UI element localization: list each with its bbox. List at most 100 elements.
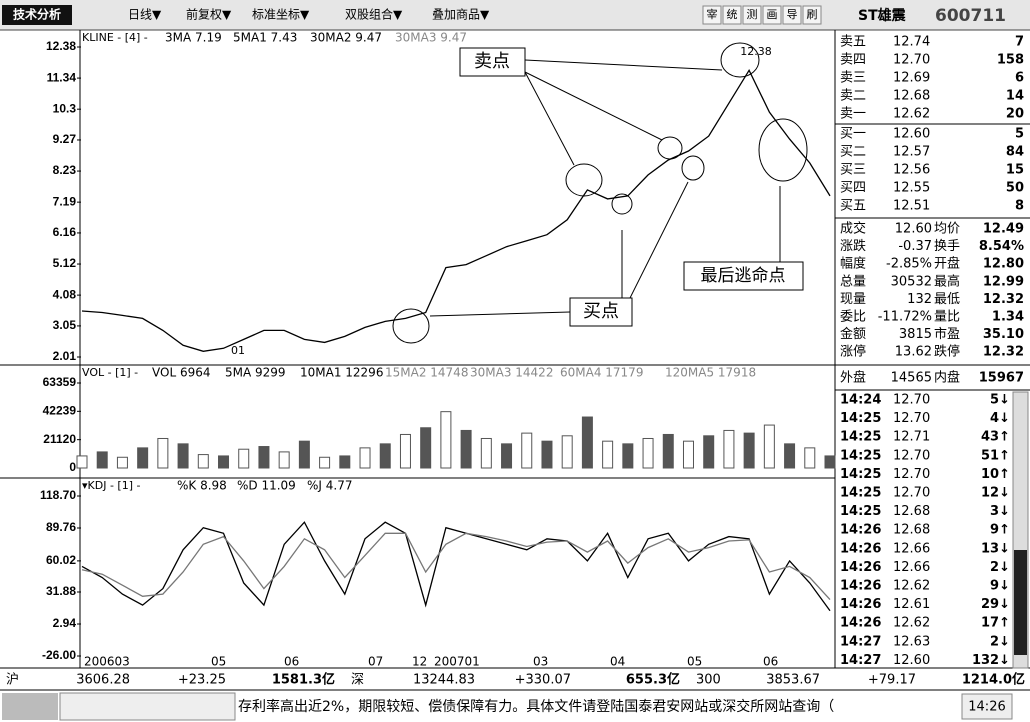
y-tick-label: 6.16 [53,225,77,239]
quote-cell: 14:26 [840,541,881,556]
x-tick-label: 05 [687,655,702,669]
quote-cell: +23.25 [178,673,226,688]
quote-cell: 14:25 [840,467,881,482]
y-tick-label: 0 [69,460,76,474]
quote-cell: 8 [1015,199,1024,214]
quote-cell: 10↑ [981,467,1010,482]
quote-cell: 12.70 [893,53,930,68]
volume-bar [763,424,775,469]
quote-cell: 14:25 [840,430,881,445]
quote-cell: 12.62 [893,616,930,631]
quote-cell: 12.71 [893,430,930,445]
quote-cell: 12.80 [983,257,1024,272]
quote-cell: 买一 [840,127,866,142]
quote-cell: 12.66 [893,560,930,575]
volume-bar [96,451,108,469]
y-tick-label: 10.3 [53,101,77,115]
tool-label[interactable]: 宰 [707,7,718,21]
panel-header: KLINE - [4] - [82,31,148,44]
quote-cell: 14:26 [840,579,881,594]
quote-cell: 跌停 [934,344,960,360]
quote-cell: 12.74 [893,35,930,50]
tool-label[interactable]: 导 [787,8,798,21]
volume-bar [662,433,674,469]
quote-cell: 132↓ [972,653,1010,668]
quote-cell: 12.62 [893,579,930,594]
volume-bar [339,455,351,469]
x-tick-label: 04 [610,655,625,669]
x-tick-label: 06 [763,655,778,669]
quote-cell: 12.70 [893,411,930,426]
menu[interactable]: 前复权▼ [186,7,232,22]
x-tick-label: 200701 [434,655,480,669]
quote-cell: 卖五 [840,35,866,50]
quote-cell: 1.34 [992,310,1024,325]
quote-cell: 3↓ [990,504,1010,519]
volume-bar [197,454,209,469]
quote-cell: 14:25 [840,411,881,426]
menu[interactable]: 叠加商品▼ [432,7,490,22]
volume-bar [298,440,310,469]
quote-cell: 15967 [979,371,1024,386]
tool-button[interactable] [762,5,782,25]
quote-cell: 换手 [934,239,960,254]
volume-bar [784,443,796,469]
menu[interactable]: 双股组合▼ [345,7,403,22]
quote-cell: 12.60 [893,653,930,668]
y-tick-label: 63359 [43,375,77,389]
quote-cell: 涨跌 [840,238,866,254]
quote-cell: 12.68 [893,89,930,104]
quote-cell: 卖四 [840,53,866,68]
quote-cell: 委比 [840,310,866,325]
quote-cell: 内盘 [934,370,960,386]
legend-item: 60MA4 17179 [560,366,643,380]
tool-button[interactable] [722,5,742,25]
tool-button[interactable] [802,5,822,25]
y-tick-label: 5.12 [53,256,77,270]
legend-item: VOL 6964 [152,366,210,380]
volume-bar [420,427,432,469]
quote-cell: 12.70 [893,467,930,482]
quote-cell: 1214.0亿 [962,672,1025,688]
quote-cell: 12.62 [893,107,930,122]
quote-cell: 12.70 [893,486,930,501]
tool-button[interactable] [782,5,802,25]
annotation: 买点 [583,301,619,322]
volume-bar [238,448,250,469]
quote-cell: 12.69 [893,71,930,86]
legend-item: %K 8.98 [177,479,227,493]
quote-cell: 市盈 [934,326,960,342]
quote-cell: 6 [1015,71,1024,86]
menu[interactable]: 日线▼ [128,8,162,22]
legend-item: 30MA3 9.47 [395,31,467,45]
quote-cell: 14565 [891,371,932,386]
quote-cell: 20 [1006,107,1024,122]
volume-bar [642,437,654,469]
tool-label[interactable]: 刷 [807,8,818,21]
quote-cell: 12.68 [893,504,930,519]
toolbar-title: 技术分析 [13,7,61,22]
menu[interactable]: 标准坐标▼ [252,8,310,22]
quote-cell: 35.10 [983,327,1024,342]
quote-cell: 15 [1006,163,1024,178]
quote-cell: 12.32 [983,345,1024,360]
stock-name: ST雄震 [858,7,907,24]
y-tick-label: 2.01 [53,349,77,363]
x-tick-label: 12 [412,655,427,669]
annotation: 12.38 [740,45,772,58]
clock: 14:26 [968,700,1005,715]
quote-cell: 外盘 [840,370,866,386]
quote-cell: 深 [351,673,364,688]
tool-label[interactable]: 画 [767,8,778,21]
quote-cell: 14:27 [840,653,881,668]
y-tick-label: 9.27 [53,132,77,146]
tool-label[interactable]: 测 [747,8,758,21]
tool-button[interactable] [742,5,762,25]
scroll-thumb[interactable] [1014,550,1027,655]
tool-label[interactable]: 统 [727,8,738,21]
tool-button[interactable] [702,5,722,25]
quote-cell: 12↓ [981,486,1010,501]
quote-cell: 655.3亿 [626,672,680,688]
volume-bar [157,437,169,469]
